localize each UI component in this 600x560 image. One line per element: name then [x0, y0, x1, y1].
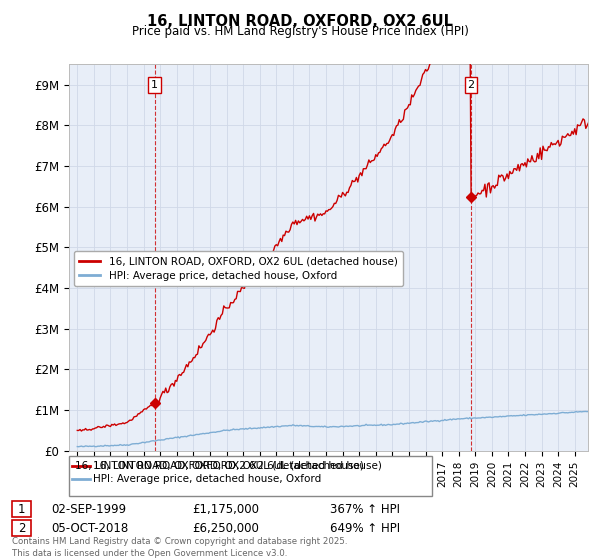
Text: Contains HM Land Registry data © Crown copyright and database right 2025.
This d: Contains HM Land Registry data © Crown c…: [12, 537, 347, 558]
Text: £1,175,000: £1,175,000: [192, 502, 259, 516]
Legend: 16, LINTON ROAD, OXFORD, OX2 6UL (detached house), HPI: Average price, detached : 16, LINTON ROAD, OXFORD, OX2 6UL (detach…: [74, 251, 403, 286]
Text: 16, LINTON ROAD, OXFORD, OX2 6UL (detached house): 16, LINTON ROAD, OXFORD, OX2 6UL (detach…: [93, 461, 382, 471]
Text: HPI: Average price, detached house, Oxford: HPI: Average price, detached house, Oxfo…: [93, 474, 321, 484]
Text: 1: 1: [18, 502, 25, 516]
Text: £6,250,000: £6,250,000: [192, 521, 259, 535]
Text: 2: 2: [18, 521, 25, 535]
Text: 2: 2: [467, 80, 475, 90]
Text: Price paid vs. HM Land Registry's House Price Index (HPI): Price paid vs. HM Land Registry's House …: [131, 25, 469, 38]
Text: 367% ↑ HPI: 367% ↑ HPI: [330, 502, 400, 516]
Text: 16, LINTON ROAD, OXFORD, OX2 6UL (detached house): 16, LINTON ROAD, OXFORD, OX2 6UL (detach…: [75, 461, 364, 471]
Text: 02-SEP-1999: 02-SEP-1999: [51, 502, 126, 516]
Text: 649% ↑ HPI: 649% ↑ HPI: [330, 521, 400, 535]
Text: 16, LINTON ROAD, OXFORD, OX2 6UL: 16, LINTON ROAD, OXFORD, OX2 6UL: [147, 14, 453, 29]
Text: 1: 1: [151, 80, 158, 90]
Text: 05-OCT-2018: 05-OCT-2018: [51, 521, 128, 535]
